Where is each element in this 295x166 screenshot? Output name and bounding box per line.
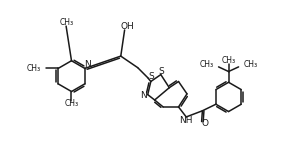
Text: CH₃: CH₃: [60, 18, 74, 28]
Text: CH₃: CH₃: [64, 99, 78, 108]
Text: NH: NH: [179, 116, 192, 125]
Text: CH₃: CH₃: [200, 60, 214, 69]
Text: N: N: [84, 60, 91, 69]
Text: N: N: [140, 91, 147, 100]
Text: OH: OH: [121, 22, 135, 31]
Text: S: S: [148, 72, 154, 81]
Text: CH₃: CH₃: [26, 64, 40, 73]
Text: S: S: [159, 67, 164, 76]
Text: CH₃: CH₃: [243, 60, 257, 69]
Text: O: O: [202, 119, 209, 128]
Text: CH₃: CH₃: [222, 56, 236, 65]
